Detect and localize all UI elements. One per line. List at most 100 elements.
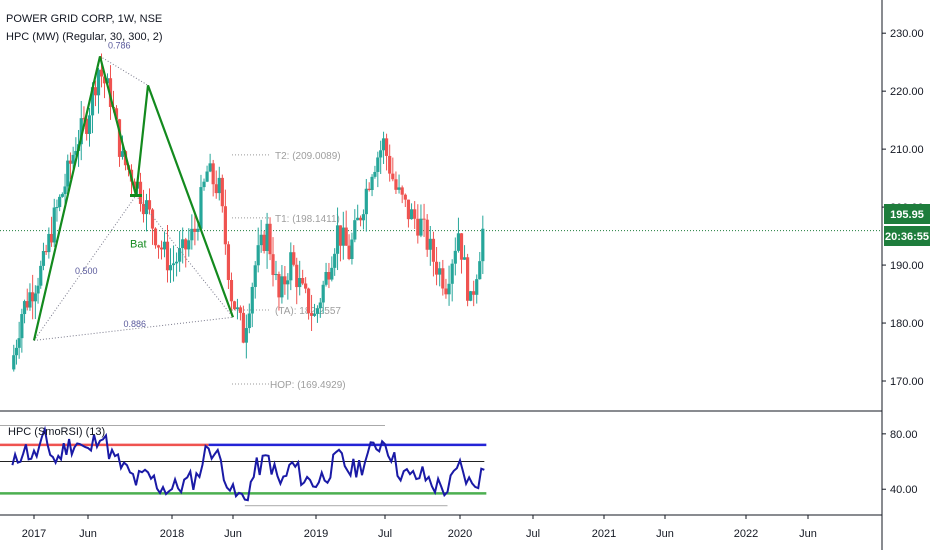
candle-body [71,154,75,164]
indicator-title: HPC (MW) (Regular, 30, 300, 2) [6,31,163,43]
candle-body [379,150,383,158]
candle-body [144,200,149,215]
candle-body [425,219,429,250]
candlestick-series[interactable] [12,53,485,372]
bd-ratio-line [135,195,234,318]
candle-body [211,163,215,185]
candle-body [431,238,436,262]
candle-body [22,301,27,315]
time-tick-label: Jun [79,528,97,540]
candle-body [196,228,200,232]
candle-body [117,119,122,157]
candle-body [381,138,386,151]
candle-body [413,209,417,219]
rsi-tick-label: 80.00 [890,429,918,441]
candle-body [428,238,432,250]
candle-body [31,292,35,302]
candle-body [283,276,287,285]
candle-body [147,200,152,210]
candle-body [335,225,340,254]
time-tick-label: Jun [224,528,242,540]
rsi-title: HPC (SmoRSI) (13) [8,426,105,438]
candle-body [453,250,457,264]
price-badge: 195.95 20:36:55 [884,204,930,246]
last-price-label: 195.95 [890,209,924,221]
candle-body [82,118,86,120]
symbol-title: POWER GRID CORP, 1W, NSE [6,13,162,25]
candle-body [353,220,357,240]
candle-body [193,228,197,232]
candle-body [141,203,146,215]
price-tick-label: 170.00 [890,376,924,388]
candle-body [434,261,439,275]
candle-body [373,171,377,177]
candle-body [171,263,176,266]
candle-body [49,233,54,243]
candle-body [17,338,21,348]
candle-body [33,293,37,302]
candle-body [44,250,48,253]
candle-body [388,155,392,174]
candle-body [306,288,311,314]
candle-body [256,245,260,266]
candle-body [280,276,284,298]
time-tick-label: 2017 [22,528,46,540]
candle-body [63,186,67,195]
pattern-zigzag [32,56,235,341]
candle-body [159,247,164,250]
time-tick-label: 2020 [448,528,472,540]
candle-body [114,108,119,120]
candle-body [153,228,158,246]
candle-body [202,181,206,188]
candle-body [338,225,343,246]
candle-body [250,286,254,314]
xd-ratio-line [33,316,234,341]
candle-body [25,301,29,308]
candle-body [85,118,89,134]
candle-body [271,254,275,275]
candle-body [481,228,485,262]
price-tick-label: 230.00 [890,28,924,40]
candle-body [96,69,101,96]
candle-body [52,207,56,243]
candle-body [394,179,398,190]
candle-body [165,241,170,271]
target-label: T1: (198.1411) [275,214,340,225]
time-tick-label: 2019 [304,528,328,540]
candle-body [459,233,464,260]
candle-body [174,261,179,264]
candle-body [247,313,251,329]
candle-body [208,163,212,172]
candle-body [441,268,445,289]
candle-body [214,184,218,194]
candle-body [41,250,46,266]
candle-body [79,118,83,145]
candle-body [364,188,368,215]
candle-body [58,196,62,208]
candle-body [156,245,161,248]
candle-body [384,138,389,156]
candle-body [341,227,345,246]
rsi-line [11,425,485,502]
candle-body [397,187,401,190]
target-label: HOP: (169.4929) [270,380,346,391]
candle-body [184,239,188,250]
time-tick-label: Jun [656,528,674,540]
candle-body [120,151,125,157]
candle-body [472,291,476,295]
harmonic-pattern: 0.786 0.500 0.886 Bat [32,40,235,341]
candle-body [444,288,448,295]
candle-body [456,233,461,251]
candle-body [74,150,78,155]
rsi-tick-label: 40.00 [890,484,918,496]
candle-body [304,283,308,289]
candle-body [438,268,442,275]
candle-body [244,328,248,343]
candle-body [466,257,470,301]
candle-body [226,244,231,280]
candle-body [309,313,314,316]
candle-body [403,194,407,200]
candle-body [36,285,40,294]
